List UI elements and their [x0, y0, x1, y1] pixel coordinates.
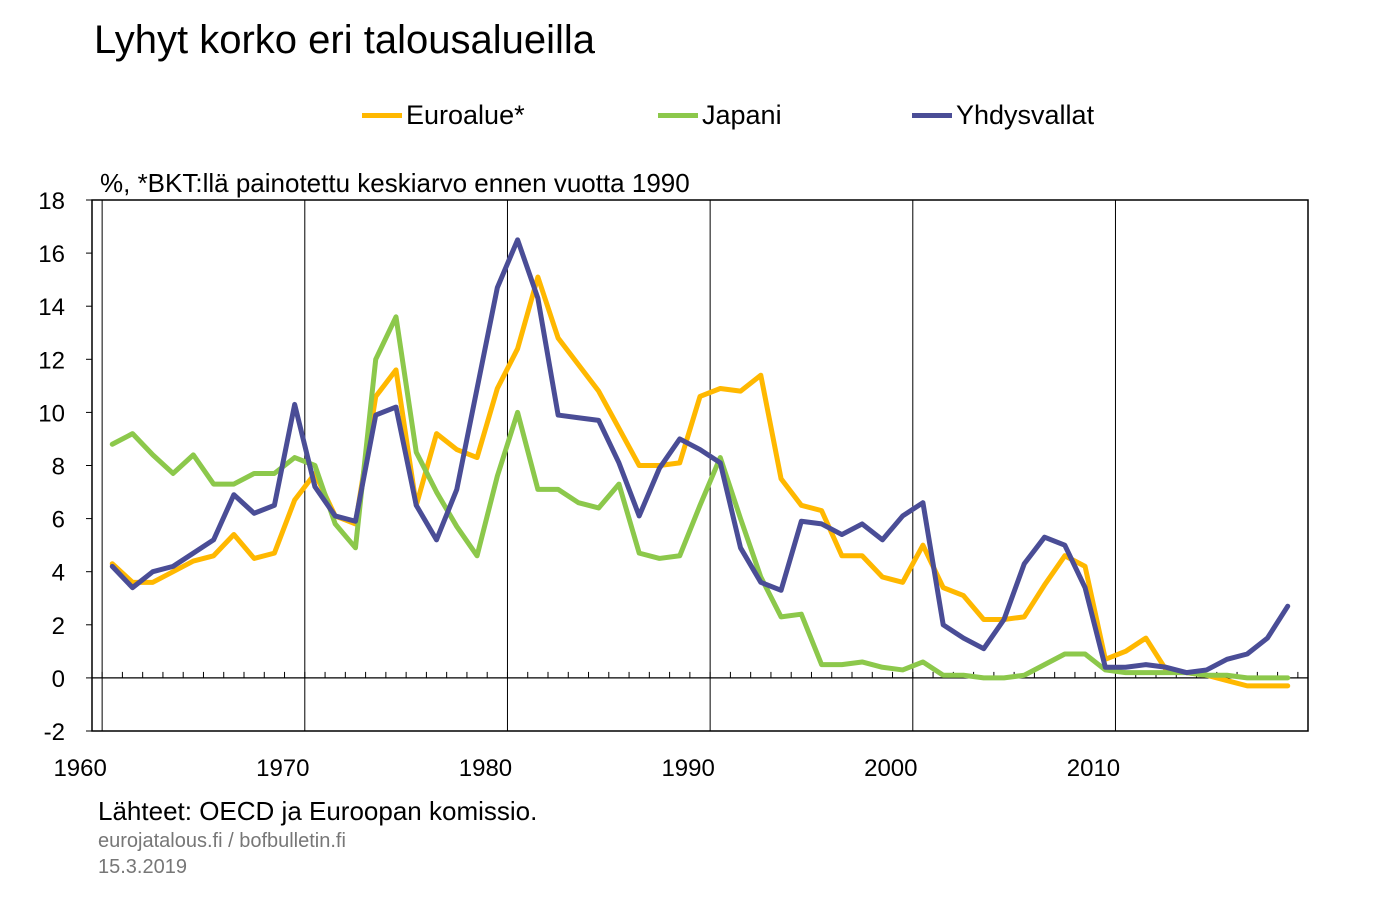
legend-item-yhdysvallat: Yhdysvallat	[912, 100, 1094, 131]
unit-note: %, *BKT:llä painotettu keskiarvo ennen v…	[100, 168, 690, 198]
y-tick-label: 14	[38, 294, 65, 321]
y-tick-label: 2	[52, 613, 65, 640]
legend-label-yhdysvallat: Yhdysvallat	[956, 100, 1095, 130]
source-note: Lähteet: OECD ja Euroopan komissio.	[98, 796, 538, 826]
x-tick-label: 1970	[256, 755, 309, 782]
legend-item-euroalue: Euroalue*	[362, 100, 525, 131]
x-tick-label: 1960	[53, 755, 106, 782]
x-tick-label: 1980	[459, 755, 512, 782]
series-line-japani	[109, 314, 1291, 681]
legend-swatch-yhdysvallat	[912, 113, 952, 118]
footer-date: 15.3.2019	[98, 856, 187, 878]
chart-title: Lyhyt korko eri talousalueilla	[94, 18, 595, 62]
legend-label-euroalue: Euroalue*	[406, 100, 525, 130]
y-tick-label: 18	[38, 188, 65, 215]
y-tick-label: 0	[52, 666, 65, 693]
legend-item-japani: Japani	[658, 100, 782, 131]
series-line-euroalue	[109, 274, 1291, 689]
y-tick-label: 8	[52, 454, 65, 481]
y-tick-label: 4	[52, 560, 65, 587]
x-tick-label: 2000	[864, 755, 917, 782]
x-tick-label: 1990	[661, 755, 714, 782]
y-tick-label: 10	[38, 400, 65, 427]
y-tick-label: -2	[44, 719, 65, 746]
y-tick-label: 6	[52, 507, 65, 534]
y-tick-label: 16	[38, 241, 65, 268]
series-line-yhdysvallat	[109, 237, 1291, 676]
footer-site: eurojatalous.fi / bofbulletin.fi	[98, 830, 346, 852]
legend-swatch-japani	[658, 113, 698, 118]
y-tick-label: 12	[38, 347, 65, 374]
x-tick-label: 2010	[1067, 755, 1120, 782]
legend: Euroalue* Japani Yhdysvallat	[0, 100, 1377, 140]
legend-swatch-euroalue	[362, 113, 402, 118]
legend-label-japani: Japani	[702, 100, 782, 130]
